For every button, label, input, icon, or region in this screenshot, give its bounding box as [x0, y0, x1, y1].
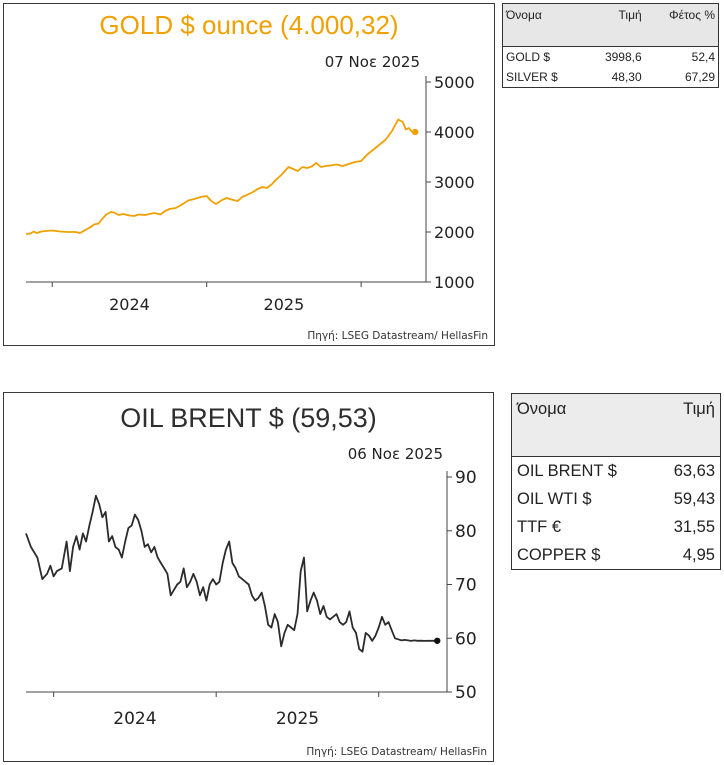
- energy-row-price: 59,43: [673, 489, 715, 508]
- energy-row-name: COPPER $: [517, 545, 601, 564]
- metals-row-name: GOLD $: [502, 46, 585, 67]
- metals-header-ytd: Φέτος %: [644, 3, 719, 47]
- table-row: OIL BRENT $ 63,63: [511, 456, 721, 485]
- oil-last-value-marker: [434, 637, 441, 644]
- metals-row-name: SILVER $: [506, 70, 558, 84]
- metals-header-name: Όνομα: [502, 3, 585, 47]
- table-row: OIL WTI $ 59,43: [512, 485, 721, 513]
- gold-chart-plot: 2024 2025 1000 2000 3000 4000 5000: [25, 73, 475, 314]
- oil-series-line: [25, 494, 438, 653]
- metals-row-ytd: 67,29: [684, 70, 715, 84]
- oil-x-tick-label: 2025: [276, 709, 319, 729]
- oil-x-tick-label: 2024: [113, 709, 156, 729]
- metals-row-price: 3998,6: [584, 46, 645, 67]
- gold-y-tick-label: 5000: [434, 73, 475, 92]
- gold-last-value-marker: [411, 128, 419, 136]
- gold-series-line: [25, 118, 416, 235]
- energy-header-price: Τιμή: [653, 393, 721, 457]
- energy-row-name: OIL WTI $: [517, 489, 592, 508]
- oil-y-tick-label: 80: [455, 522, 477, 542]
- gold-chart-date: 07 Νοε 2025: [324, 53, 420, 71]
- oil-chart-title: OIL BRENT $ (59,53): [120, 403, 377, 433]
- oil-y-tick-label: 50: [455, 683, 477, 703]
- energy-row-name: TTF €: [517, 517, 561, 536]
- table-row: COPPER $ 4,95: [512, 541, 721, 570]
- oil-y-tick-label: 70: [455, 576, 477, 596]
- energy-row-price: 4,95: [682, 545, 715, 564]
- energy-row-price: 63,63: [653, 456, 721, 485]
- metals-price-table: Όνομα Τιμή Φέτος % GOLD $ 3998,6 52,4 SI…: [502, 3, 719, 88]
- energy-row-name: OIL BRENT $: [511, 456, 654, 485]
- metals-row-ytd: 52,4: [644, 46, 719, 67]
- table-row: TTF € 31,55: [512, 513, 721, 541]
- energy-header-name: Όνομα: [511, 393, 654, 457]
- oil-chart-date: 06 Νοε 2025: [347, 445, 443, 463]
- oil-y-tick-label: 60: [455, 629, 477, 649]
- gold-y-tick-label: 4000: [434, 123, 475, 142]
- oil-chart-source: Πηγή: LSEG Datastream/ HellasFin: [306, 746, 487, 758]
- energy-price-table: Όνομα Τιμή OIL BRENT $ 63,63 OIL WTI $ 5…: [511, 393, 721, 570]
- gold-y-tick-label: 3000: [434, 173, 475, 192]
- gold-x-tick-label: 2024: [109, 295, 150, 314]
- metals-row-price: 48,30: [611, 70, 642, 84]
- table-row: GOLD $ 3998,6 52,4: [502, 46, 719, 67]
- gold-x-tick-label: 2025: [264, 295, 305, 314]
- gold-chart-source: Πηγή: LSEG Datastream/ HellasFin: [307, 330, 488, 342]
- metals-header-price: Τιμή: [584, 3, 645, 47]
- table-row: SILVER $ 48,30 67,29: [503, 67, 719, 88]
- gold-chart-panel: GOLD $ ounce (4.000,32) 07 Νοε 2025 2024…: [3, 3, 495, 346]
- energy-table-header: Όνομα Τιμή: [511, 393, 721, 457]
- oil-chart-plot: 2024 2025 50 60 70 80 90: [25, 468, 477, 729]
- metals-table-header: Όνομα Τιμή Φέτος %: [502, 3, 719, 47]
- oil-chart-panel: OIL BRENT $ (59,53) 06 Νοε 2025 2024 2025…: [3, 392, 494, 762]
- oil-y-tick-label: 90: [455, 468, 477, 488]
- gold-chart-title: GOLD $ ounce (4.000,32): [99, 10, 399, 40]
- gold-y-tick-label: 2000: [434, 223, 475, 242]
- gold-y-tick-label: 1000: [434, 273, 475, 292]
- energy-row-price: 31,55: [673, 517, 715, 536]
